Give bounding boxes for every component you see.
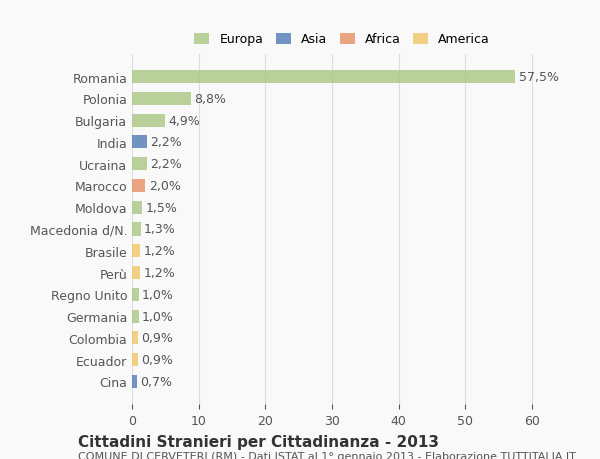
- Bar: [132, 179, 145, 193]
- Text: 1,2%: 1,2%: [143, 267, 175, 280]
- Bar: [132, 136, 146, 149]
- Text: 1,5%: 1,5%: [145, 202, 177, 214]
- Bar: [132, 93, 191, 106]
- Text: Cittadini Stranieri per Cittadinanza - 2013: Cittadini Stranieri per Cittadinanza - 2…: [78, 434, 439, 449]
- Bar: [132, 201, 142, 214]
- Text: 2,0%: 2,0%: [149, 179, 181, 192]
- Bar: [132, 353, 138, 366]
- Bar: [132, 288, 139, 301]
- Bar: [132, 310, 139, 323]
- Bar: [132, 266, 140, 280]
- Text: COMUNE DI CERVETERI (RM) - Dati ISTAT al 1° gennaio 2013 - Elaborazione TUTTITAL: COMUNE DI CERVETERI (RM) - Dati ISTAT al…: [78, 451, 576, 459]
- Text: 1,0%: 1,0%: [142, 310, 174, 323]
- Text: 1,2%: 1,2%: [143, 245, 175, 257]
- Text: 0,9%: 0,9%: [142, 331, 173, 345]
- Text: 2,2%: 2,2%: [150, 136, 182, 149]
- Bar: [132, 71, 515, 84]
- Legend: Europa, Asia, Africa, America: Europa, Asia, Africa, America: [194, 34, 490, 46]
- Text: 1,3%: 1,3%: [144, 223, 176, 236]
- Text: 8,8%: 8,8%: [194, 93, 226, 106]
- Bar: [132, 245, 140, 258]
- Bar: [132, 223, 140, 236]
- Bar: [132, 114, 164, 128]
- Text: 0,9%: 0,9%: [142, 353, 173, 366]
- Text: 57,5%: 57,5%: [518, 71, 559, 84]
- Text: 1,0%: 1,0%: [142, 288, 174, 301]
- Text: 4,9%: 4,9%: [168, 114, 200, 128]
- Bar: [132, 158, 146, 171]
- Bar: [132, 331, 138, 345]
- Text: 0,7%: 0,7%: [140, 375, 172, 388]
- Bar: [132, 375, 137, 388]
- Text: 2,2%: 2,2%: [150, 158, 182, 171]
